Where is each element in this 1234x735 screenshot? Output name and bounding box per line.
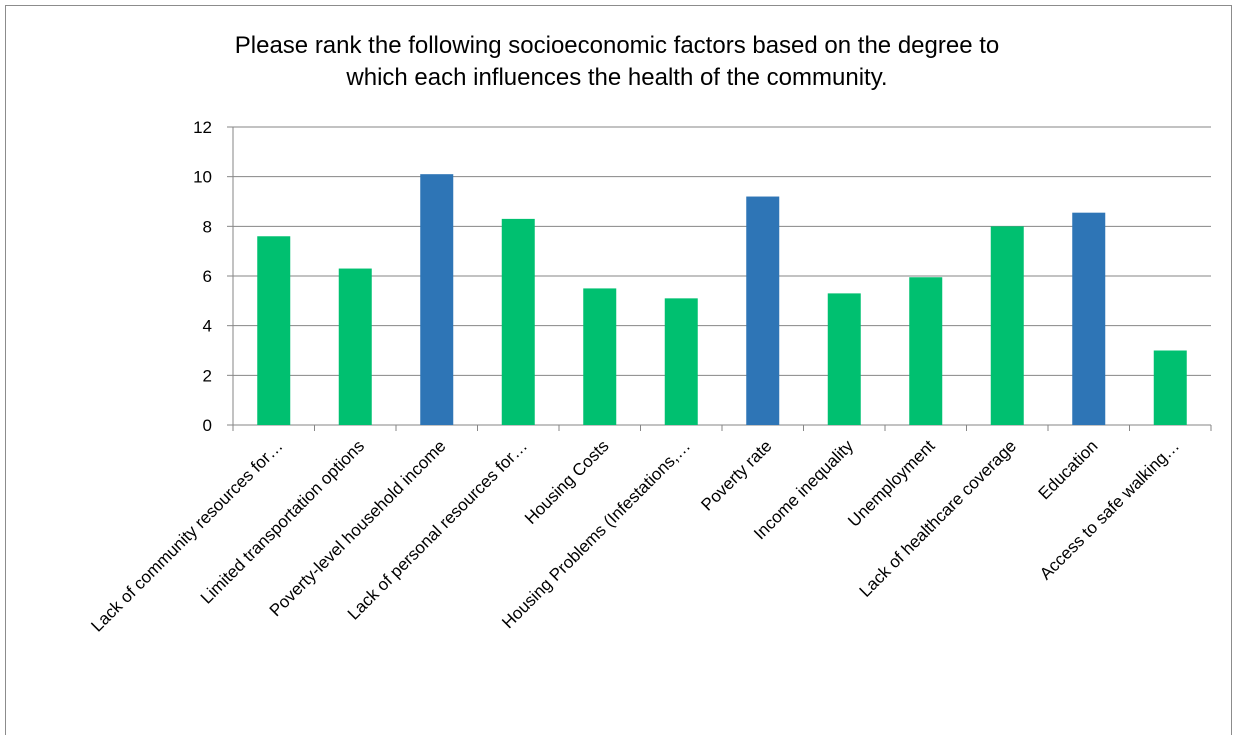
bar [420,174,454,425]
bar [746,196,780,425]
chart-title-line-1: Please rank the following socioeconomic … [234,32,1000,59]
chart-title: Please rank the following socioeconomic … [0,30,1234,94]
bar [990,226,1024,425]
category-label: Limited transportation options [197,436,368,607]
category-label: Lack of personal resources for… [344,436,531,623]
bar [338,268,372,425]
category-label: Unemployment [844,436,938,530]
y-tick-label: 8 [203,217,212,236]
bar [909,277,943,425]
category-label: Housing Costs [521,436,613,528]
bar [664,298,698,425]
y-tick-label: 12 [193,118,212,137]
y-tick-label: 10 [193,168,212,187]
bar [827,293,861,425]
y-tick-label: 0 [203,416,212,435]
bar [501,218,535,425]
y-tick-label: 2 [203,366,212,385]
category-label: Lack of healthcare coverage [856,436,1020,600]
bar [257,236,291,425]
y-tick-label: 4 [203,317,212,336]
category-label: Access to safe walking… [1036,436,1183,583]
category-label: Education [1035,436,1102,503]
bar [1072,212,1106,425]
category-label: Poverty rate [697,436,775,514]
bar [1153,350,1187,425]
category-label: Poverty-level household income [266,436,450,620]
y-tick-label: 6 [203,267,212,286]
chart-title-line-2: which each influences the health of the … [346,64,888,91]
bar [583,288,617,425]
